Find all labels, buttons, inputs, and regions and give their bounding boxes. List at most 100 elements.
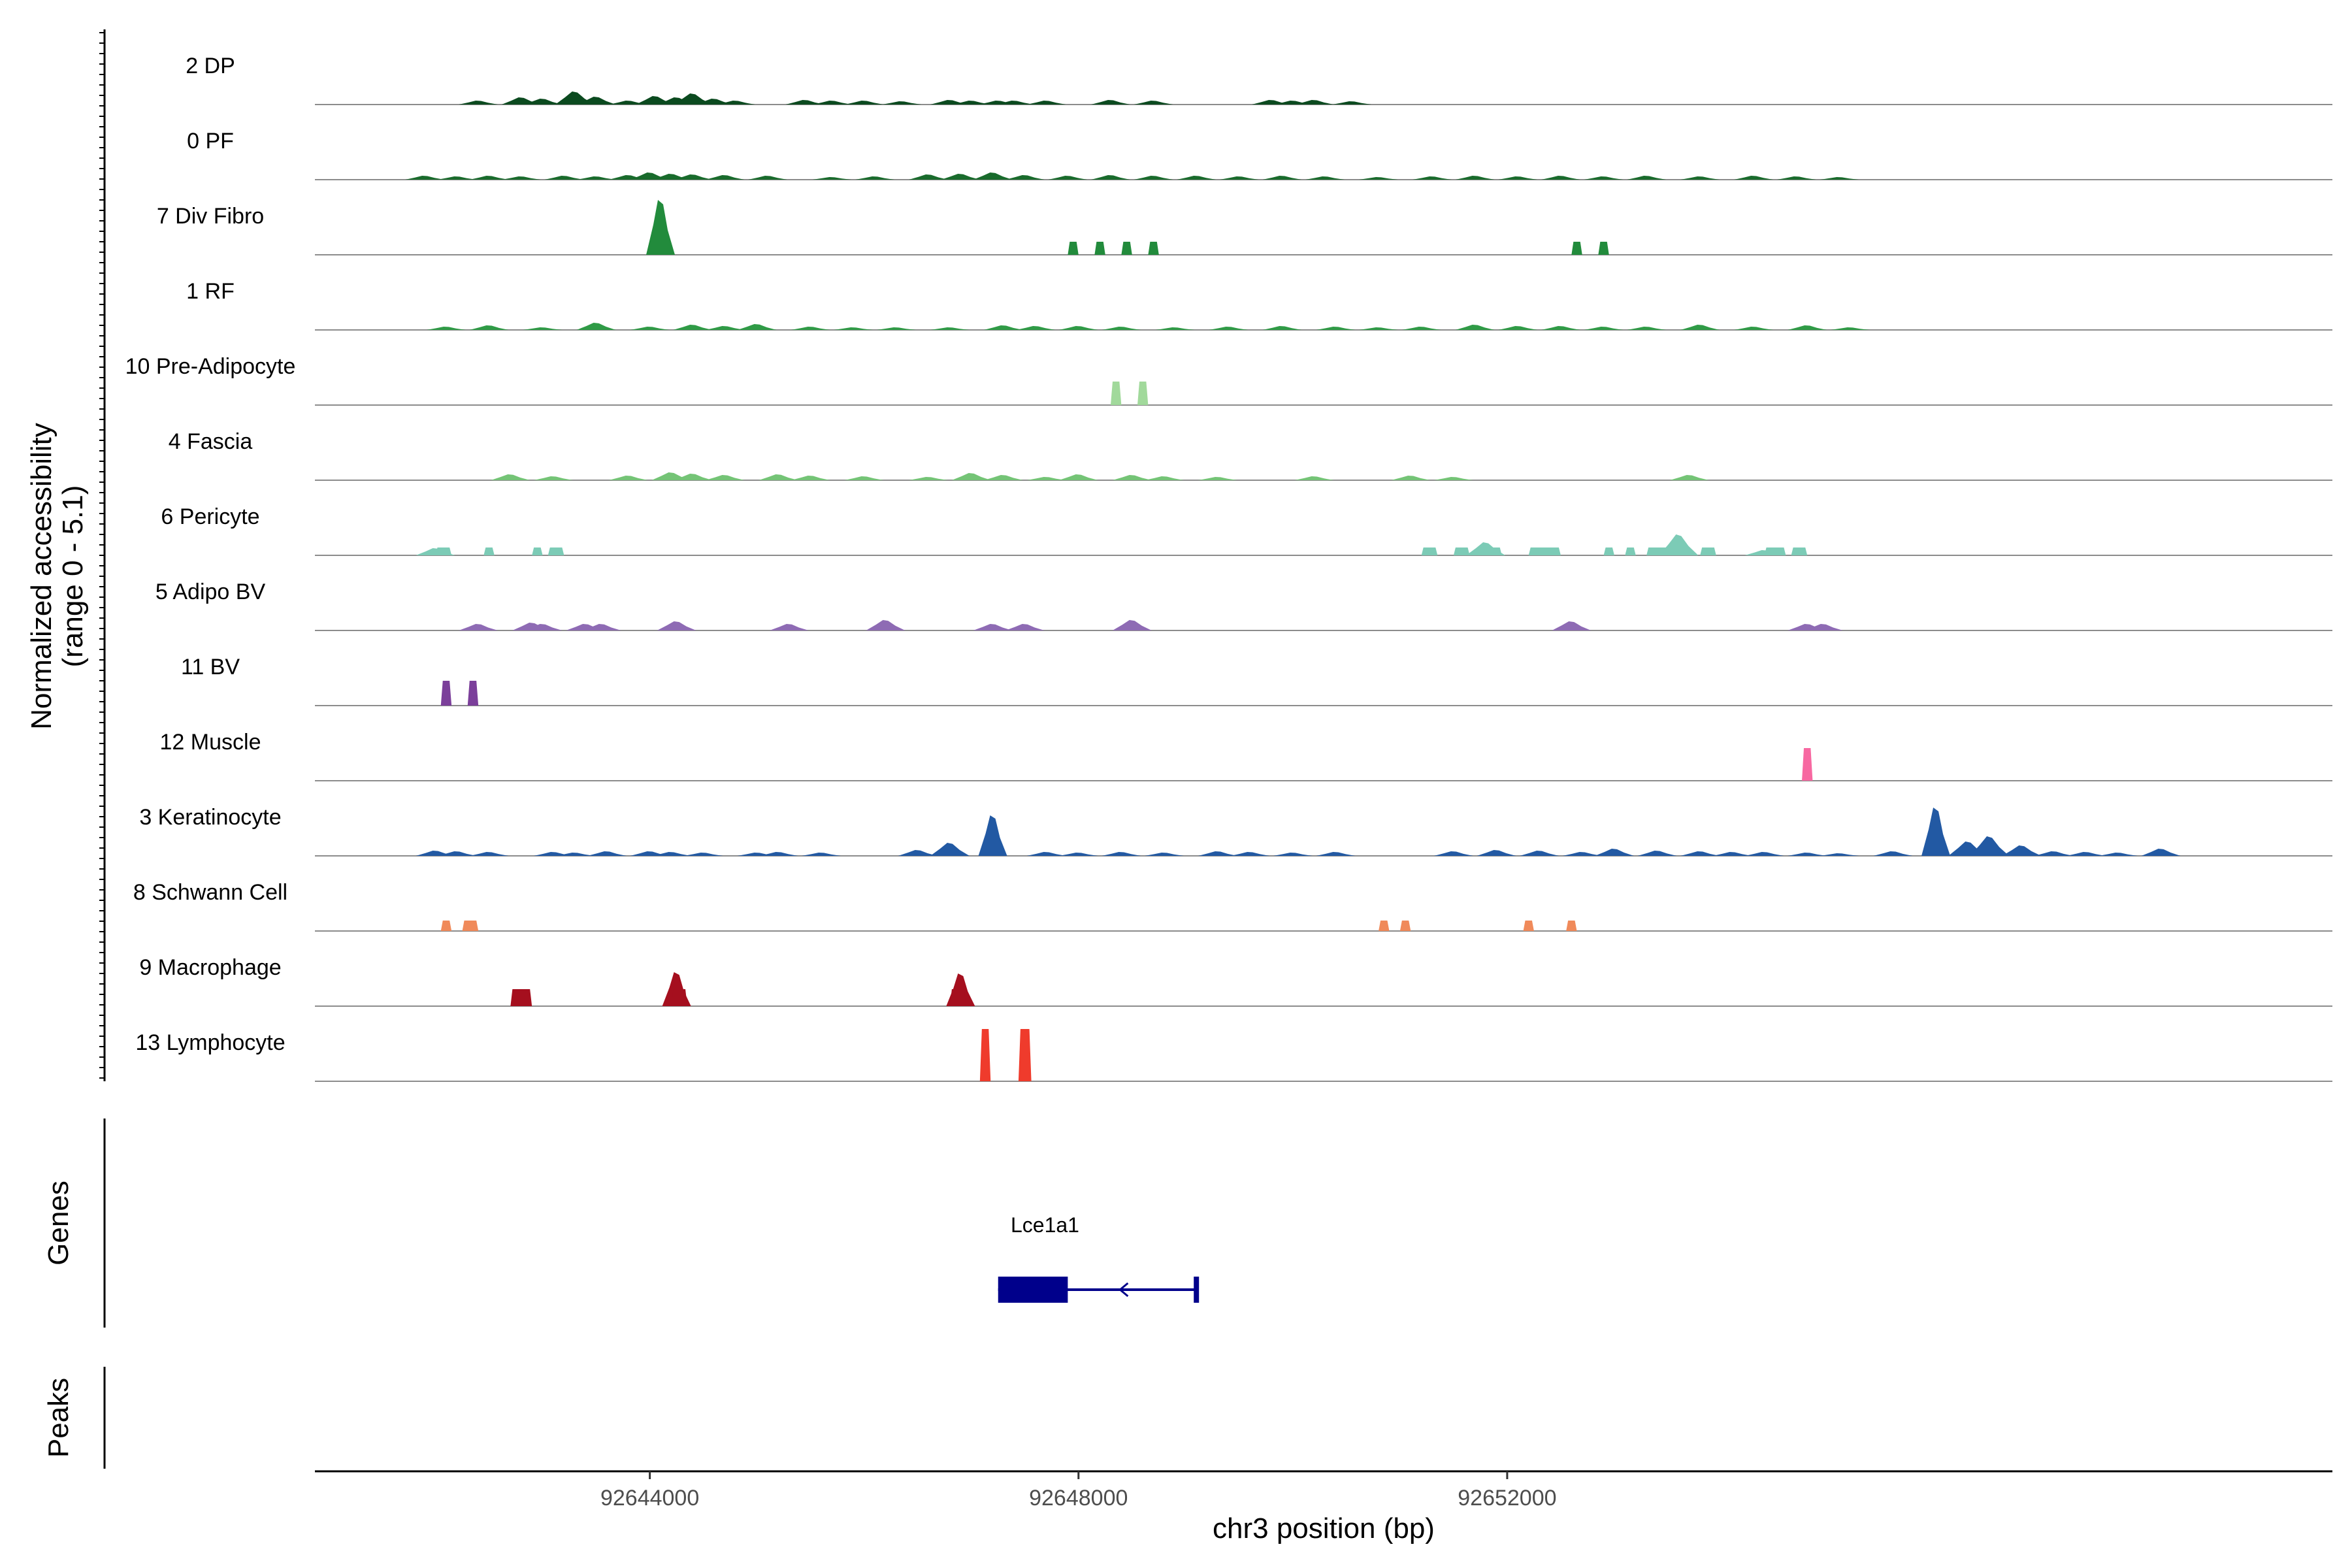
- coverage-peak: [973, 624, 1013, 630]
- track-4: 10 Pre-Adipocyte: [125, 354, 2332, 406]
- coverage-peak: [876, 327, 916, 330]
- coverage-peak: [1134, 101, 1173, 105]
- coverage-peak: [1455, 176, 1495, 180]
- coverage-peak: [1230, 852, 1270, 856]
- track-3: 1 RF: [186, 279, 2332, 331]
- coverage-block: [483, 547, 495, 555]
- coverage-peak: [1520, 851, 1560, 856]
- track-12: 9 Macrophage: [139, 955, 2332, 1007]
- track-label: 13 Lymphocyte: [135, 1030, 285, 1055]
- coverage-peak: [1305, 176, 1345, 180]
- coverage-peak: [1680, 176, 1720, 180]
- coverage-peak: [459, 624, 498, 630]
- coverage-peak: [983, 475, 1023, 480]
- coverage-peak: [469, 852, 509, 856]
- coverage-peak: [581, 624, 621, 630]
- coverage-peak: [1788, 325, 1827, 330]
- coverage-peak: [491, 474, 531, 480]
- coverage-peak: [523, 624, 563, 630]
- coverage-peak: [437, 851, 477, 856]
- coverage-peak: [951, 101, 991, 105]
- coverage-peak: [1820, 853, 1859, 856]
- coverage-peak: [941, 174, 981, 180]
- track-6: 6 Pericyte: [161, 504, 2332, 556]
- coverage-peak: [834, 327, 874, 330]
- coverage-peak: [1712, 852, 1752, 856]
- y-axis-title-line2: (range 0 - 5.1): [57, 485, 89, 668]
- coverage-peak: [576, 323, 616, 330]
- coverage-block: [1764, 547, 1786, 555]
- coverage-peak: [1359, 327, 1399, 330]
- coverage-peak: [1594, 849, 1634, 856]
- coverage-peak: [1433, 851, 1473, 856]
- coverage-peak: [673, 325, 713, 330]
- coverage-peak: [1005, 624, 1045, 630]
- coverage-peak: [844, 476, 884, 480]
- coverage-block: [1148, 242, 1159, 255]
- coverage-peak: [1455, 325, 1495, 330]
- coverage-block: [949, 989, 966, 1006]
- coverage-block: [1802, 748, 1813, 781]
- track-label: 10 Pre-Adipocyte: [125, 354, 296, 379]
- coverage-peak: [501, 176, 541, 180]
- coverage-peak: [1830, 327, 1870, 330]
- track-11: 8 Schwann Cell: [133, 880, 2332, 932]
- coverage-peak: [705, 475, 745, 480]
- coverage-peak: [1498, 326, 1538, 330]
- coverage-peak: [769, 624, 809, 630]
- coverage-peak: [791, 476, 830, 480]
- coverage-peak: [866, 620, 906, 630]
- coverage-peak: [576, 97, 616, 105]
- coverage-peak: [1477, 850, 1516, 856]
- x-axis-title: chr3 position (bp): [1213, 1512, 1435, 1544]
- coverage-peak: [1498, 176, 1538, 180]
- y-axis-title-line1: Normalized accessibility: [25, 423, 57, 729]
- coverage-peak: [1058, 853, 1098, 856]
- coverage-block: [1399, 921, 1411, 931]
- coverage-peak: [705, 175, 745, 180]
- coverage-peak: [1090, 100, 1130, 105]
- coverage-peak: [1627, 327, 1667, 330]
- coverage-peak: [673, 474, 713, 480]
- coverage-peak: [1391, 476, 1431, 480]
- coverage-block: [440, 921, 452, 931]
- coverage-peak: [587, 851, 627, 856]
- track-7: 5 Adipo BV: [155, 580, 2332, 631]
- gene-model: Lce1a1: [998, 1213, 1200, 1303]
- coverage-peak: [576, 176, 616, 180]
- coverage-peak: [1144, 476, 1184, 480]
- coverage-peak: [2034, 851, 2074, 856]
- coverage-peak: [1209, 327, 1249, 330]
- coverage-block: [1137, 382, 1149, 405]
- coverage-peak: [1026, 101, 1066, 105]
- x-axis-ticks: 92644000 92648000 92652000: [600, 1471, 1557, 1511]
- coverage-peak: [1294, 100, 1334, 105]
- coverage-peak: [1316, 327, 1356, 330]
- coverage-peak: [405, 176, 445, 180]
- track-5: 4 Fascia: [169, 429, 2332, 481]
- coverage-peak: [1970, 836, 2010, 856]
- coverage-peak: [1026, 852, 1066, 856]
- coverage-peak: [951, 473, 991, 480]
- coverage-peak: [2002, 845, 2042, 856]
- coverage-peak: [673, 93, 713, 105]
- coverage-block: [1068, 242, 1079, 255]
- coverage-peak: [1776, 176, 1816, 180]
- coverage-block: [1121, 242, 1132, 255]
- x-tick-label: 92652000: [1458, 1486, 1556, 1511]
- track-label: 4 Fascia: [169, 429, 253, 454]
- coverage-peak: [1680, 325, 1720, 330]
- coverage-peak: [930, 327, 970, 330]
- coverage-peak: [1659, 534, 1699, 555]
- coverage-block: [1475, 547, 1502, 555]
- track-8: 11 BV: [181, 655, 2332, 706]
- coverage-peak: [1433, 477, 1473, 480]
- x-tick-label: 92648000: [1029, 1486, 1128, 1511]
- coverage-peak: [1198, 851, 1238, 856]
- coverage-peak: [1541, 176, 1580, 180]
- coverage-peak: [630, 327, 670, 330]
- coverage-block: [532, 547, 543, 555]
- coverage-block: [1566, 921, 1577, 931]
- coverage-peak: [1332, 101, 1372, 105]
- coverage-tracks: 2 DP 0 PF 7 Div Fibro 1 RF 10 Pre-Adipocyte 4…: [125, 54, 2332, 1082]
